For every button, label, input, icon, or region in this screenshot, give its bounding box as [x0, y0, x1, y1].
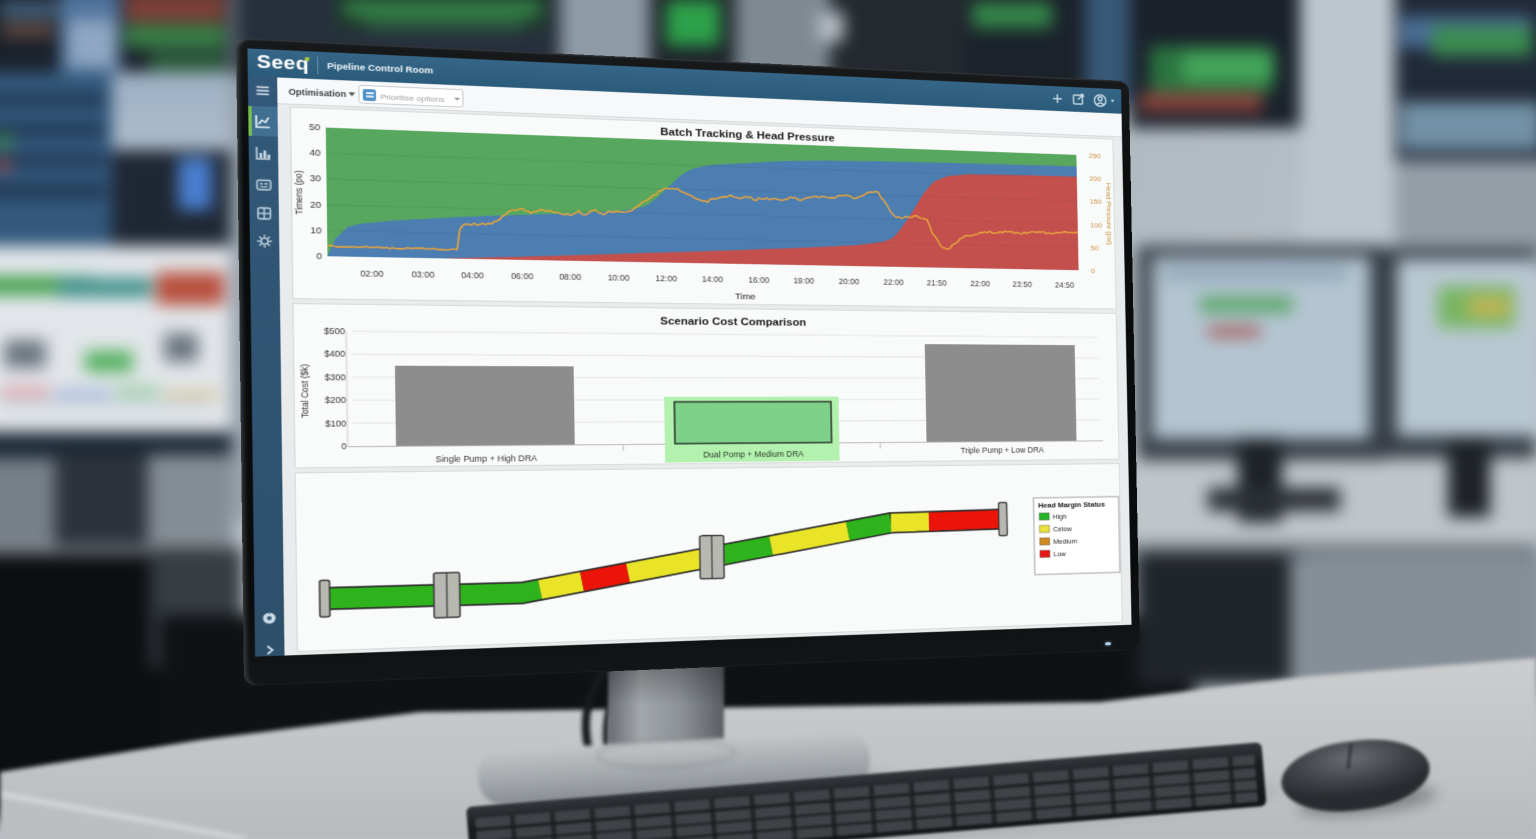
svg-text:23:50: 23:50	[1012, 280, 1031, 288]
svg-text:10:00: 10:00	[608, 273, 630, 282]
svg-text:$400: $400	[324, 350, 345, 359]
svg-text:19:00: 19:00	[793, 277, 814, 286]
svg-text:100: 100	[1090, 221, 1102, 229]
svg-text:Head Margin Status: Head Margin Status	[1038, 500, 1105, 509]
svg-text:150: 150	[1090, 198, 1102, 206]
svg-text:250: 250	[1089, 152, 1101, 161]
svg-text:Scenario Cost Comparison: Scenario Cost Comparison	[660, 315, 806, 328]
svg-text:$200: $200	[325, 396, 346, 405]
svg-text:02:00: 02:00	[360, 269, 383, 278]
svg-text:03:00: 03:00	[411, 270, 434, 279]
svg-text:Low: Low	[1053, 550, 1066, 558]
svg-text:$500: $500	[324, 327, 345, 336]
svg-text:22:00: 22:00	[884, 278, 904, 287]
svg-text:21:50: 21:50	[927, 279, 947, 288]
svg-text:50: 50	[1091, 244, 1099, 252]
svg-text:06:00: 06:00	[511, 272, 533, 281]
svg-text:14:00: 14:00	[702, 275, 723, 284]
svg-text:08:00: 08:00	[559, 273, 581, 282]
svg-text:Timens (po): Timens (po)	[294, 170, 305, 215]
svg-text:$300: $300	[325, 373, 346, 382]
svg-text:Total Cost ($k): Total Cost ($k)	[299, 364, 310, 418]
svg-text:16:00: 16:00	[748, 276, 769, 285]
svg-text:$100: $100	[325, 419, 346, 428]
svg-text:200: 200	[1089, 175, 1101, 183]
svg-text:10: 10	[310, 226, 322, 236]
svg-text:0: 0	[1091, 267, 1095, 275]
svg-text:12:00: 12:00	[656, 274, 678, 283]
svg-text:Triple Pump + Low DRA: Triple Pump + Low DRA	[961, 446, 1045, 455]
svg-text:20: 20	[310, 200, 322, 210]
svg-text:Medium: Medium	[1053, 538, 1077, 546]
svg-text:Single Pump + High DRA: Single Pump + High DRA	[436, 454, 539, 464]
svg-text:Dual Pomp + Medium DRA: Dual Pomp + Medium DRA	[703, 450, 804, 459]
svg-text:04:00: 04:00	[461, 271, 484, 280]
svg-text:0: 0	[316, 252, 322, 262]
svg-text:22:00: 22:00	[970, 280, 990, 289]
svg-text:40: 40	[309, 148, 321, 158]
svg-text:Time: Time	[735, 292, 756, 302]
svg-text:24:50: 24:50	[1055, 281, 1074, 289]
svg-text:Head Pressure (psi): Head Pressure (psi)	[1105, 183, 1114, 246]
svg-text:20:00: 20:00	[839, 277, 859, 286]
svg-text:30: 30	[310, 174, 322, 184]
svg-text:Celow: Celow	[1053, 525, 1072, 533]
svg-text:50: 50	[309, 123, 321, 133]
svg-text:0: 0	[341, 442, 346, 451]
svg-text:High: High	[1053, 513, 1067, 521]
